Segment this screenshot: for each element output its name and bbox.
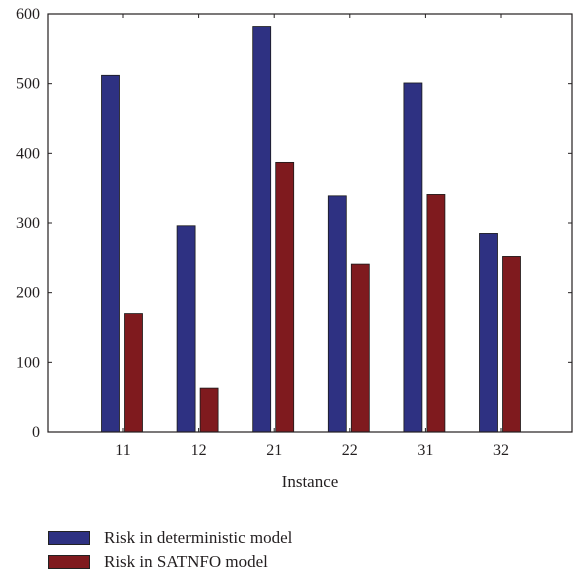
x-tick-label: 11: [115, 442, 130, 459]
y-tick-label: 500: [16, 76, 40, 93]
legend: Risk in deterministic model Risk in SATN…: [48, 526, 292, 574]
bar-chart: 0 100 200 300 400 500 600 11 12 21 22 31 32 Instanc…: [16, 6, 573, 491]
bars-group: [101, 26, 521, 433]
bar-deterministic-11: [101, 74, 120, 433]
legend-item-deterministic: Risk in deterministic model: [48, 526, 292, 550]
bar-deterministic-21: [252, 26, 272, 433]
legend-label-deterministic: Risk in deterministic model: [104, 528, 293, 547]
x-axis: 11 12 21 22 31 32: [115, 14, 509, 459]
y-axis: 0 100 200 300 400 500 600: [16, 6, 572, 441]
bar-satnfo-22: [350, 263, 370, 433]
legend-label-satnfo: Risk in SATNFO model: [104, 552, 268, 571]
x-axis-title: Instance: [282, 472, 339, 491]
y-tick-label: 400: [16, 145, 40, 162]
x-tick-label: 32: [493, 442, 509, 459]
bar-deterministic-32: [479, 233, 498, 433]
x-tick-label: 31: [417, 442, 433, 459]
legend-swatch-deterministic: [48, 531, 90, 545]
bar-satnfo-11: [124, 313, 143, 433]
x-tick-label: 21: [266, 442, 282, 459]
y-tick-label: 300: [16, 215, 40, 232]
x-tick-label: 12: [191, 442, 207, 459]
bar-satnfo-32: [502, 256, 521, 433]
y-tick-label: 0: [32, 424, 40, 441]
bar-satnfo-31: [426, 194, 446, 433]
bar-satnfo-12: [199, 387, 219, 433]
bar-deterministic-31: [403, 82, 423, 433]
x-tick-label: 22: [342, 442, 358, 459]
y-tick-label: 200: [16, 285, 40, 302]
y-tick-label: 600: [16, 6, 40, 23]
legend-item-satnfo: Risk in SATNFO model: [48, 550, 292, 574]
y-tick-label: 100: [16, 354, 40, 371]
bar-deterministic-22: [327, 195, 347, 433]
bar-satnfo-21: [275, 161, 295, 433]
legend-swatch-satnfo: [48, 555, 90, 569]
bar-deterministic-12: [176, 225, 196, 433]
